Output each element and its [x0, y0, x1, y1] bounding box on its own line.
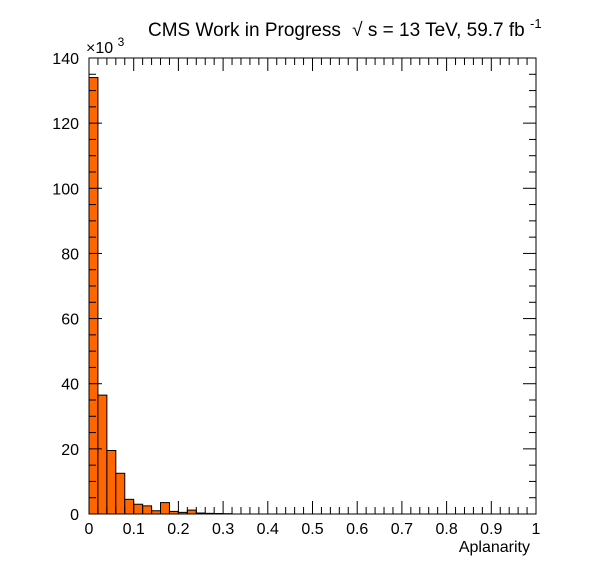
- x-tick-label: 0.1: [123, 521, 145, 538]
- histogram-bar: [107, 450, 116, 514]
- title-lumi-exponent: -1: [530, 16, 542, 31]
- plot-frame: [89, 58, 536, 514]
- x-tick-label: 0.5: [301, 521, 323, 538]
- histogram-bar: [143, 506, 152, 514]
- y-tick-label: 60: [61, 312, 79, 329]
- x-tick-label: 0: [85, 521, 94, 538]
- histogram-bar: [161, 503, 170, 514]
- x-tick-label: 0.9: [480, 521, 502, 538]
- y-tick-label: 120: [52, 116, 79, 133]
- histogram-bar: [116, 473, 125, 514]
- x-tick-label: 0.2: [167, 521, 189, 538]
- x-tick-label: 0.7: [391, 521, 413, 538]
- x-tick-label: 0.6: [346, 521, 368, 538]
- x-axis-label: Aplanarity: [459, 539, 530, 556]
- y-tick-label: 20: [61, 442, 79, 459]
- x-axis-ticks: 0 0.1 0.2 0.3 0.4 0.5 0.6 0.7 0.8 0.9 1: [85, 58, 541, 538]
- y-tick-label: 140: [52, 51, 79, 68]
- y-multiplier-exponent: 3: [118, 35, 125, 49]
- x-tick-label: 0.8: [435, 521, 457, 538]
- histogram-bar: [125, 499, 134, 514]
- histogram-bar: [187, 510, 196, 514]
- title-energy: s = 13 TeV, 59.7 fb: [368, 20, 525, 41]
- plot-frame-border: [89, 58, 536, 514]
- x-tick-label: 0.3: [212, 521, 234, 538]
- y-tick-label: 40: [61, 377, 79, 394]
- histogram-bar: [98, 395, 107, 514]
- y-multiplier-base: ×10: [86, 40, 113, 57]
- sqrt-symbol: √: [352, 20, 363, 41]
- x-tick-label: 0.4: [257, 521, 279, 538]
- chart-title: CMS Work in Progress √ s = 13 TeV, 59.7 …: [148, 16, 542, 41]
- title-prefix: CMS Work in Progress: [148, 20, 341, 41]
- y-tick-label: 100: [52, 181, 79, 198]
- bars-layer: [89, 78, 232, 514]
- y-axis-ticks: 0 20 40 60 80 100 120 140: [52, 51, 536, 524]
- y-tick-label: 0: [70, 507, 79, 524]
- histogram-bar: [134, 504, 143, 514]
- x-tick-label: 1: [532, 521, 541, 538]
- y-tick-label: 80: [61, 246, 79, 263]
- y-axis-multiplier: ×10 3: [86, 35, 125, 57]
